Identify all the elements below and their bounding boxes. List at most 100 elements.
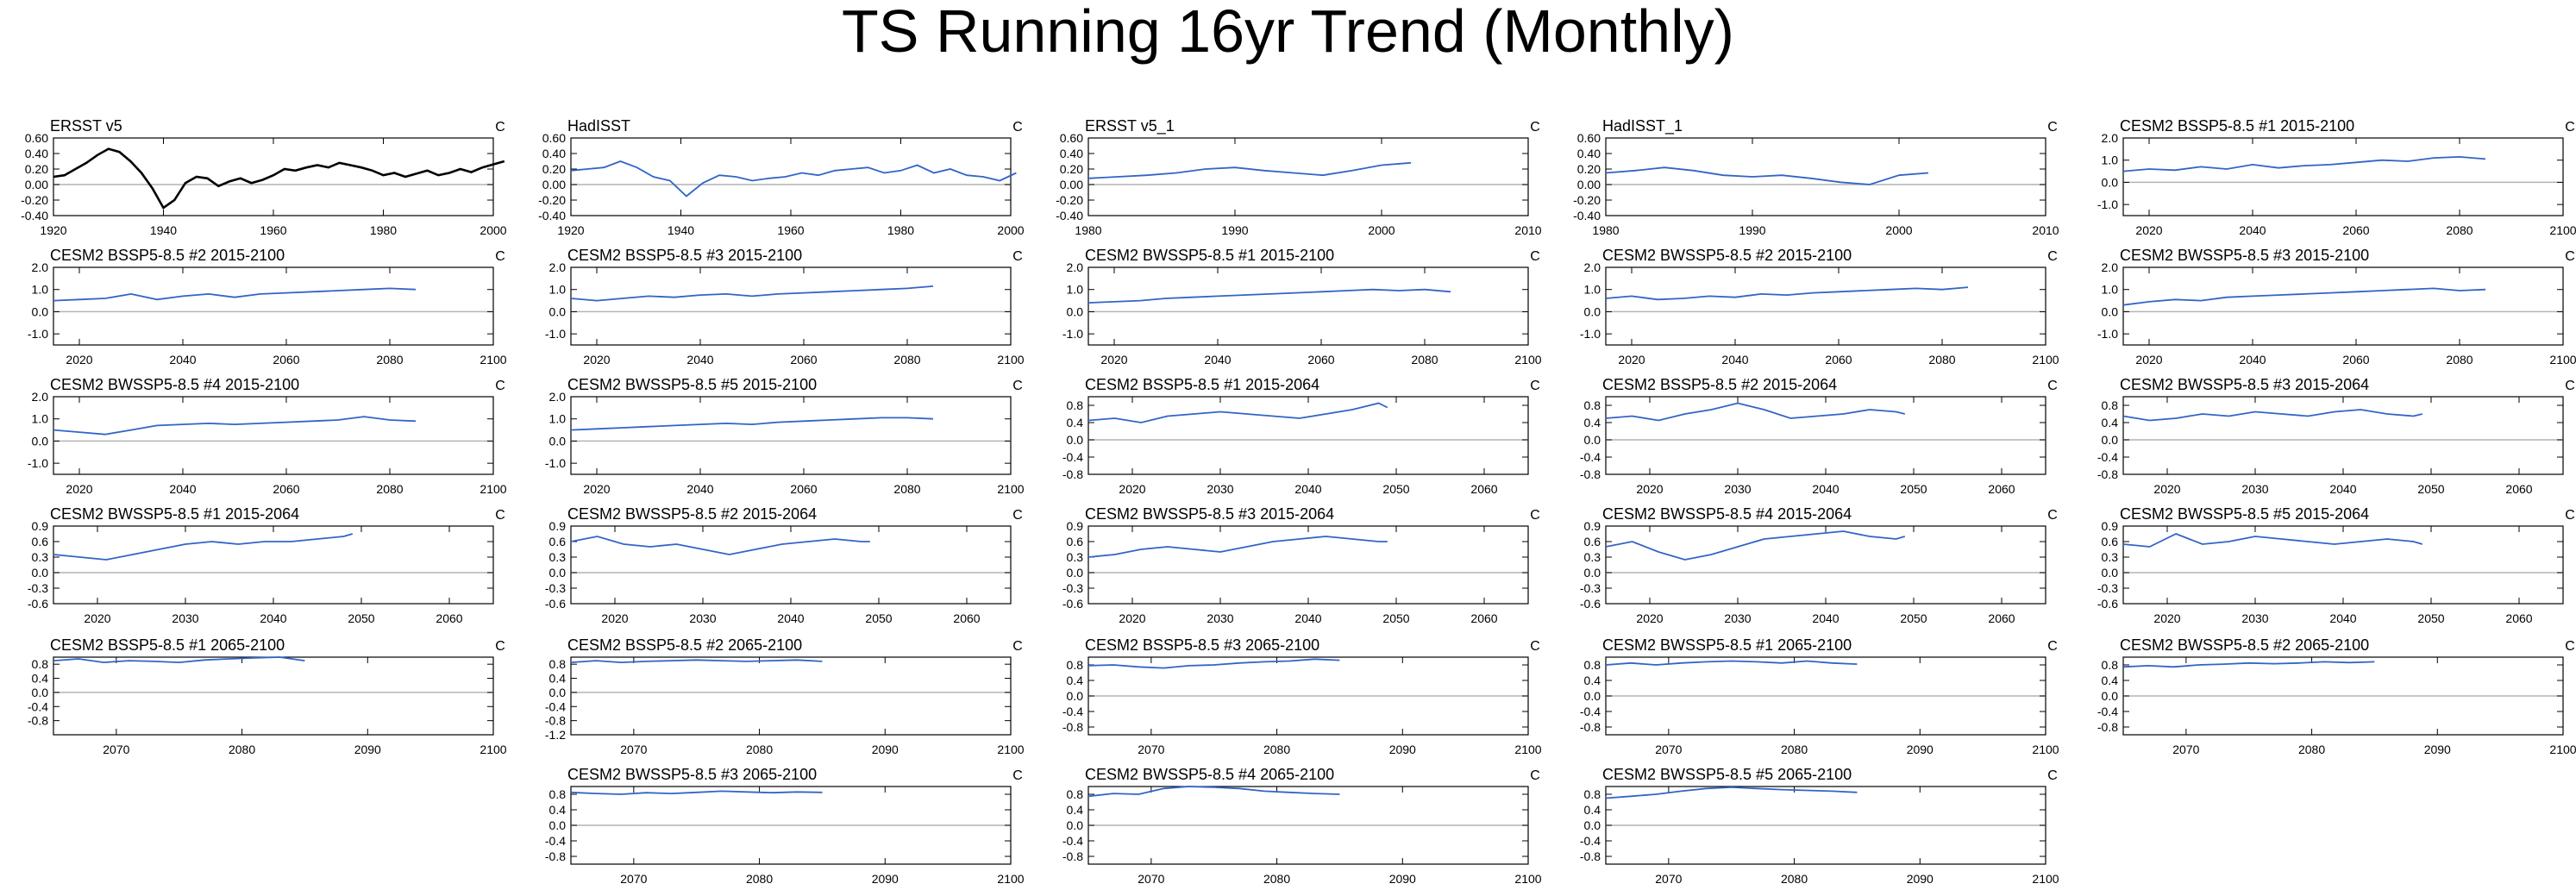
y-tick-label: 0.0 [2102,566,2119,580]
panel-units: C [2047,768,2058,783]
x-tick-label: 2060 [953,611,980,625]
panel-title: CESM2 BWSSP5-8.5 #4 2015-2064 [1602,505,1852,523]
y-tick-label: -1.0 [545,456,566,470]
y-tick-label: -0.4 [1062,705,1083,718]
plot-frame [2122,137,2564,216]
x-tick-label: 1990 [1221,223,1248,237]
y-tick-label: 0.0 [1067,304,1084,318]
y-tick-label: 0.0 [32,686,49,699]
y-tick-label: 0.4 [549,672,567,686]
x-tick-label: 1940 [668,223,694,237]
y-tick-label: 0.8 [549,657,567,671]
x-tick-label: 2060 [273,353,299,367]
panel-title: CESM2 BWSSP5-8.5 #1 2065-2100 [1602,636,1852,654]
chart-panel: 0.9 0.6 0.3 0.0-0.3 -0.6 2020 2030 2040 2050 2060… [545,505,1023,625]
y-tick-label: 2.0 [549,260,567,274]
x-tick-label: 2020 [84,611,110,625]
x-tick-label: 2080 [1781,872,1808,886]
x-tick-label: 2070 [103,743,129,756]
x-tick-label: 2010 [2032,223,2059,237]
panel-units: C [1530,249,1540,264]
series-line [1087,402,1388,423]
y-tick-label: 0.4 [549,803,567,817]
panel-title: CESM2 BSSP5-8.5 #2 2065-2100 [567,636,802,654]
series-line [53,533,354,561]
series-line [570,160,1017,197]
x-tick-label: 2080 [1263,743,1290,756]
y-tick-label: 0.20 [1577,162,1601,176]
y-tick-label: 1.0 [2102,154,2119,167]
chart-panel: 0.8 0.40.0 -0.4-0.8 2070 2080 2090 2100 CESM2 B… [1580,766,2059,886]
x-tick-label: 2020 [2135,223,2162,237]
chart-panel: 2.0 1.0 0.0 -1.0 2020 2040 2060 2080 2100 CESM2 B… [28,247,507,367]
y-tick-label: 0.0 [549,304,567,318]
y-tick-label: 0.9 [2102,519,2119,533]
y-tick-label: 1.0 [549,283,567,297]
series-line [1087,658,1340,669]
y-tick-label: -0.6 [1580,597,1601,611]
x-tick-label: 2090 [872,872,899,886]
y-tick-label: 0.0 [2102,304,2119,318]
x-tick-label: 2100 [997,482,1024,496]
x-tick-label: 2050 [1900,611,1927,625]
plot-frame [53,266,494,346]
x-tick-label: 2060 [1470,611,1497,625]
y-tick-label: 1.0 [32,412,49,426]
x-tick-label: 2070 [2172,743,2199,756]
plot-frame [53,525,494,605]
x-tick-label: 2060 [1988,611,2015,625]
y-tick-label: 0.3 [1584,550,1601,564]
x-tick-label: 2050 [1382,482,1409,496]
chart-panel: 0.80.40.0-0.4-0.8-1.2 2070 2080 2090 2100 CES… [545,636,1025,756]
y-tick-label: 0.0 [549,818,567,832]
y-tick-label: 0.0 [549,686,567,699]
y-tick-label: 1.0 [1067,283,1084,297]
x-tick-label: 2090 [1389,743,1416,756]
plot-frame [1087,266,1529,346]
x-tick-label: 2100 [997,743,1024,756]
series-line [2122,155,2486,172]
x-tick-label: 2060 [790,482,817,496]
chart-panel: 0.8 0.40.0 -0.4-0.8 2070 2080 2090 2100 CESM2 B… [545,766,1025,886]
series-line [2122,661,2375,668]
panel-units: C [1012,120,1023,135]
y-tick-label: -0.4 [1580,834,1601,848]
panel-units: C [1012,249,1023,264]
y-tick-label: 0.4 [1584,803,1601,817]
y-tick-label: -0.8 [2097,467,2118,481]
chart-panel: 0.8 0.4 0.0 -0.4 -0.8 2020 2030 2040 2050 2060 CES… [2097,376,2575,496]
panel-title: CESM2 BWSSP5-8.5 #4 2065-2100 [1085,766,1334,783]
panel-units: C [1012,508,1023,523]
plot-frame [1605,396,2046,475]
y-tick-label: 2.0 [32,390,49,404]
x-tick-label: 2100 [2549,353,2576,367]
x-tick-label: 2080 [1781,743,1808,756]
x-tick-label: 2030 [2241,482,2268,496]
x-tick-label: 2020 [66,353,92,367]
plot-frame [1605,266,2046,346]
x-tick-label: 2020 [2135,353,2162,367]
x-tick-label: 2060 [2505,482,2532,496]
y-tick-label: 0.0 [32,304,49,318]
series-line [1605,660,1858,666]
y-tick-label: 0.8 [1067,787,1084,801]
x-tick-label: 1980 [370,223,397,237]
chart-panel: 2.0 1.0 0.0 -1.0 2020 2040 2060 2080 2100 CESM2 B… [28,376,507,496]
x-tick-label: 2100 [2032,743,2059,756]
x-tick-label: 2040 [169,482,196,496]
x-tick-label: 2090 [1389,872,1416,886]
series-line [570,285,934,302]
x-tick-label: 2040 [686,482,713,496]
y-tick-label: 0.0 [1584,818,1601,832]
y-tick-label: -0.3 [28,581,48,595]
x-tick-label: 2040 [260,611,286,625]
panel-units: C [1012,768,1023,783]
y-tick-label: -0.4 [1062,450,1083,464]
x-tick-label: 2100 [479,482,506,496]
x-tick-label: 2100 [2549,743,2576,756]
y-tick-label: -0.20 [538,193,566,207]
y-tick-label: -0.8 [1580,849,1601,863]
series-line [53,656,305,664]
y-tick-label: 0.4 [1067,674,1084,687]
y-tick-label: 0.0 [1067,566,1084,580]
